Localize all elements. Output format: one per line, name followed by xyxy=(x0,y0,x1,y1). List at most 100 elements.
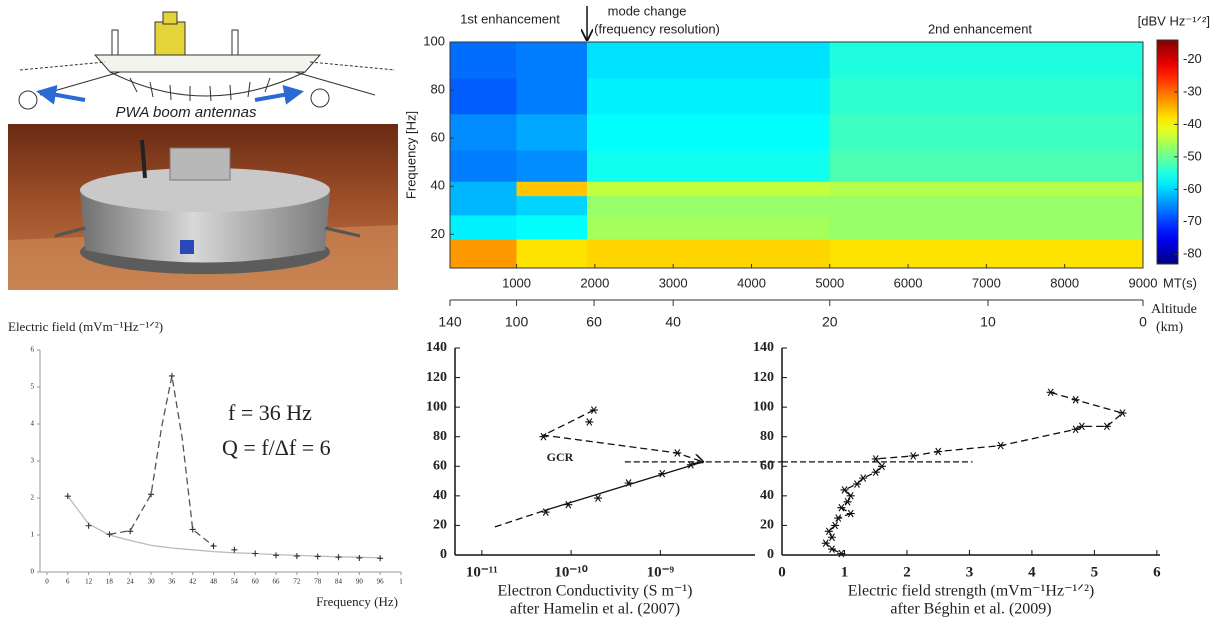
y-tick-label: 80 xyxy=(433,429,447,444)
x-tick-label: 4000 xyxy=(737,275,766,290)
diagram-label: PWA boom antennas xyxy=(116,104,257,121)
data-point xyxy=(996,441,1005,450)
colorbar-tick-label: -60 xyxy=(1183,181,1202,196)
x-tick-label: 2000 xyxy=(580,275,609,290)
y-tick-label: 60 xyxy=(433,459,447,474)
heatmap-cell xyxy=(450,114,517,151)
x-tick-label: 54 xyxy=(231,578,239,586)
x-tick-label: 1 xyxy=(841,564,849,580)
data-point xyxy=(273,552,280,559)
data-point xyxy=(85,522,92,529)
heatmap-cell xyxy=(587,239,831,269)
data-point xyxy=(127,528,134,535)
x-tick-label: 72 xyxy=(293,578,301,586)
heatmap-cell xyxy=(516,114,588,151)
altitude-tick-label: 100 xyxy=(505,314,529,330)
data-point xyxy=(909,452,918,460)
x-tick-label: 10⁻¹⁰ xyxy=(554,564,587,580)
plot-frame xyxy=(449,41,1144,269)
heatmap-cell xyxy=(829,42,1144,79)
x-tick-label: 18 xyxy=(106,578,114,586)
heatmap-cell xyxy=(829,239,1144,269)
x-tick-label: 10⁻¹¹ xyxy=(466,564,498,580)
data-point xyxy=(877,462,886,471)
data-point xyxy=(148,491,155,498)
colorbar-tick-label: -50 xyxy=(1183,148,1202,163)
heatmap-cell xyxy=(516,239,588,269)
altitude-tick-label: 60 xyxy=(586,314,602,330)
colorbar-tick-label: -80 xyxy=(1183,246,1202,261)
heatmap-cell xyxy=(587,195,831,216)
x-tick-label: 10⁻⁹ xyxy=(647,564,675,580)
heatmap-cell xyxy=(587,114,831,151)
data-point xyxy=(846,492,855,500)
annotation: f = 36 Hz xyxy=(228,400,312,425)
x-tick-label: 66 xyxy=(273,578,281,586)
x-tick-label: 48 xyxy=(210,578,218,586)
heatmap-cell xyxy=(450,239,517,269)
heatmap-cell xyxy=(516,150,588,182)
data-point xyxy=(840,486,849,494)
y-tick-label: 0 xyxy=(440,547,447,562)
colorbar-label: [dBV Hz⁻¹ᐟ²] xyxy=(1138,13,1210,28)
y-tick-label: 2 xyxy=(31,494,35,502)
annotation: 2nd enhancement xyxy=(928,21,1032,36)
series-line xyxy=(824,391,1124,555)
chart-title: Electric field (mVm⁻¹Hz⁻¹ᐟ²) xyxy=(8,319,163,334)
data-point xyxy=(1046,388,1055,397)
y-axis-label: Frequency [Hz] xyxy=(403,111,418,199)
annotation: mode change xyxy=(608,3,687,18)
y-tick-label: 20 xyxy=(433,518,447,533)
data-point xyxy=(106,531,113,538)
y-tick-label: 140 xyxy=(426,340,447,355)
y-tick-label: 40 xyxy=(431,178,445,193)
data-point xyxy=(831,521,840,530)
annotation: GCR xyxy=(547,450,574,464)
y-tick-label: 100 xyxy=(426,399,447,414)
altitude-unit: (km) xyxy=(1156,320,1184,335)
x-tick-label: 6 xyxy=(66,578,70,586)
y-tick-label: 80 xyxy=(431,82,445,97)
data-point xyxy=(593,494,602,502)
x-tick-label: 3000 xyxy=(659,275,688,290)
line-chart: 10⁻¹¹ 10⁻¹⁰ 10⁻⁹ 0 20 40 60 80 100 120 140 Electron… xyxy=(426,340,782,618)
y-tick-label: 20 xyxy=(760,518,774,533)
altitude-tick-label: 20 xyxy=(822,314,838,330)
data-point xyxy=(189,526,196,533)
x-axis-label: Electron Conductivity (S m⁻¹) xyxy=(498,583,693,600)
altitude-label: Altitude xyxy=(1151,302,1197,317)
y-tick-label: 40 xyxy=(760,488,774,503)
data-point xyxy=(314,553,321,560)
y-tick-label: 5 xyxy=(31,383,35,391)
heatmap-cell xyxy=(829,215,1144,240)
x-tick-label: 8000 xyxy=(1050,275,1079,290)
spectrogram: 1000 2000 3000 4000 5000 6000 7000 8000 90002040… xyxy=(403,3,1210,335)
data-point xyxy=(837,503,846,512)
heatmap-cell xyxy=(516,42,588,79)
heatmap-cell xyxy=(450,181,517,197)
data-point xyxy=(824,527,833,536)
x-tick-label: 7000 xyxy=(972,275,1001,290)
x-axis-label: Electric field strength (mVm⁻¹Hz⁻¹ᐟ²) xyxy=(848,583,1094,600)
data-point xyxy=(293,553,300,560)
y-tick-label: 140 xyxy=(753,340,774,355)
heatmap-cell xyxy=(829,150,1144,182)
heatmap-cell xyxy=(450,215,517,240)
x-tick-label: 0 xyxy=(45,578,49,586)
y-tick-label: 60 xyxy=(760,459,774,474)
heatmap-cell xyxy=(516,195,588,216)
heatmap-cell xyxy=(450,78,517,115)
x-tick-label: 6 xyxy=(1153,564,1161,580)
data-point xyxy=(843,497,852,506)
altitude-tick-label: 40 xyxy=(665,314,681,330)
x-tick-label: 84 xyxy=(335,578,343,586)
probe-diagram xyxy=(18,11,396,110)
data-point xyxy=(231,546,238,553)
data-point xyxy=(852,480,861,488)
annotation: (frequency resolution) xyxy=(594,21,720,36)
altitude-tick-label: 10 xyxy=(980,314,996,330)
x-tick-label: 30 xyxy=(148,578,156,586)
annotation: Q = f/Δf = 6 xyxy=(222,435,331,460)
data-point xyxy=(1071,395,1080,404)
data-point xyxy=(252,550,259,557)
